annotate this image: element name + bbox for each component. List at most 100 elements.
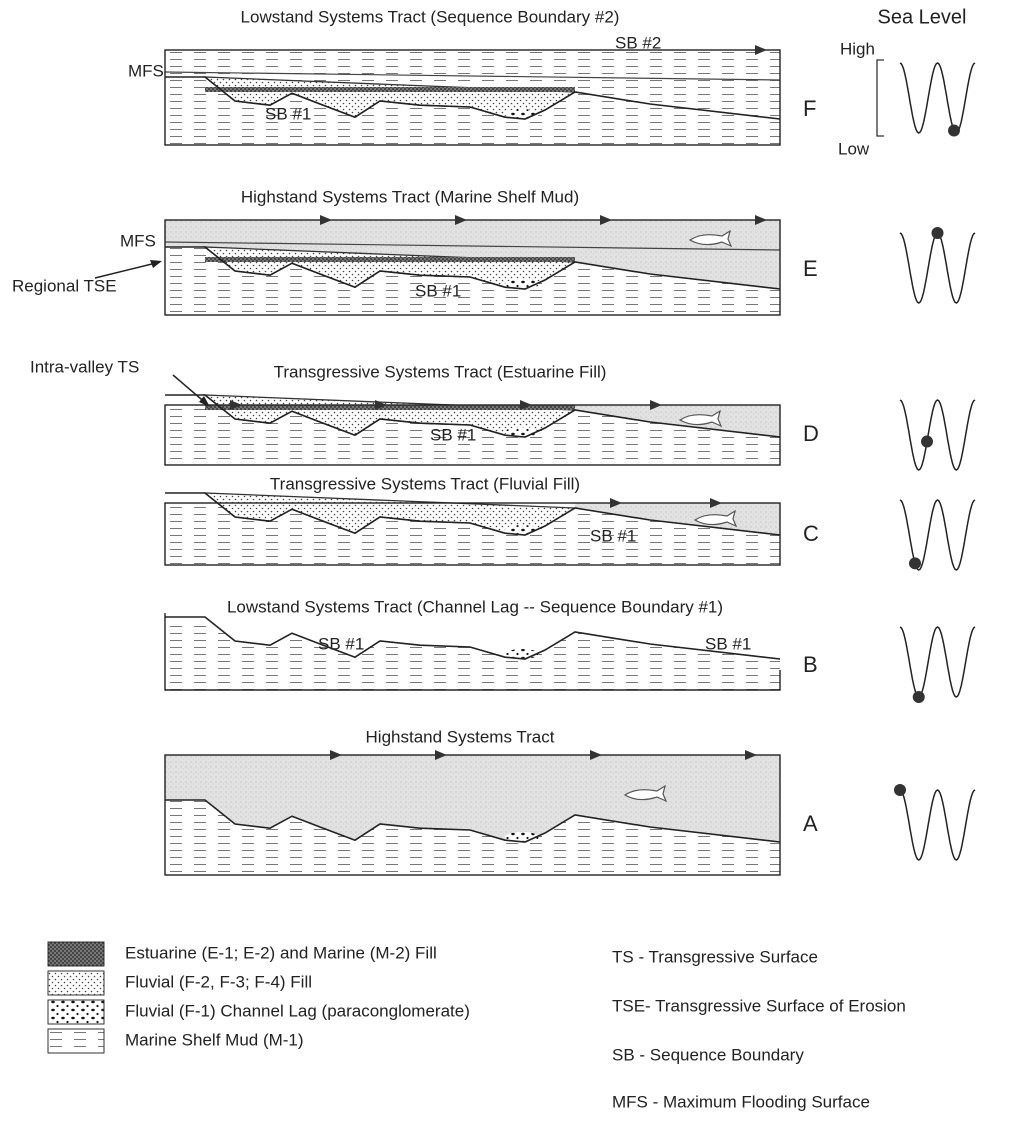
upper-fill — [165, 755, 780, 842]
sea-level-curve — [899, 232, 976, 304]
sea-level-dot — [909, 557, 921, 570]
flow-arrow — [610, 498, 622, 508]
flow-arrow — [590, 750, 602, 760]
panel-title: Transgressive Systems Tract (Fluvial Fil… — [270, 474, 580, 493]
panel-label: SB #2 — [615, 33, 661, 52]
swatch-fluvial — [47, 970, 105, 996]
panel-frame — [164, 502, 781, 566]
marine-wedge — [575, 405, 780, 437]
panel-title: Highstand Systems Tract (Marine Shelf Mu… — [241, 187, 579, 206]
sea-level-dot — [894, 784, 906, 796]
panel-label: SB #1 — [705, 634, 751, 653]
flow-arrow — [455, 215, 467, 225]
estuarine-fill — [205, 405, 575, 410]
panel-label: SB #1 — [318, 634, 364, 653]
panel-letter: F — [803, 96, 816, 121]
high-label: High — [840, 39, 875, 58]
panel-label: Regional TSE — [12, 276, 117, 295]
upper-fill — [165, 617, 780, 659]
panel-letter: C — [803, 521, 819, 546]
panel-letter: D — [803, 421, 819, 446]
panel-label: MFS — [128, 61, 164, 80]
panel-letter: A — [803, 811, 818, 836]
flow-arrow — [375, 400, 387, 410]
legend-text: Marine Shelf Mud (M-1) — [125, 1030, 304, 1049]
panel-label: SB #1 — [265, 104, 311, 123]
estuarine-fill — [205, 87, 575, 92]
abbrev-text: MFS - Maximum Flooding Surface — [612, 1092, 870, 1111]
sea-level-curve — [899, 626, 976, 698]
sea-level-dot — [921, 435, 933, 448]
flow-arrow — [520, 400, 532, 410]
panel-frame — [164, 613, 781, 691]
sequence-boundary — [165, 394, 781, 438]
ts-arrowhead — [199, 396, 210, 407]
swatch-mud — [47, 1028, 105, 1054]
panel-label: MFS — [120, 231, 156, 250]
panel-title: Highstand Systems Tract — [366, 727, 555, 746]
sea-level-dot — [948, 124, 960, 137]
panel-label: SB #1 — [590, 526, 636, 545]
sequence-boundary — [165, 799, 781, 843]
panel-letter: E — [803, 256, 818, 281]
panel-label: SB #1 — [430, 425, 476, 444]
legend-text: Estuarine (E-1; E-2) and Marine (M-2) Fi… — [125, 943, 437, 962]
fish — [623, 784, 668, 803]
legend-text: Fluvial (F-2, F-3; F-4) Fill — [125, 972, 312, 991]
panel-label: SB #1 — [415, 281, 461, 300]
panel: Highstand Systems Tract A — [164, 727, 976, 876]
flow-arrow — [650, 400, 662, 410]
flow-arrow — [435, 750, 447, 760]
panel-letter: B — [803, 652, 818, 677]
panel: Lowstand Systems Tract (Channel Lag -- S… — [164, 597, 976, 703]
panel-title: Transgressive Systems Tract (Estuarine F… — [274, 362, 607, 381]
flow-arrow — [710, 498, 722, 508]
fish — [688, 229, 733, 248]
sea-level-dot — [931, 227, 944, 239]
fish — [693, 509, 738, 528]
sequence-boundary — [165, 246, 781, 290]
tse-arrowhead — [150, 260, 162, 268]
sea-level-column: Sea Level High Low — [838, 6, 966, 158]
flow-arrow — [600, 215, 612, 225]
tse-arrow — [94, 261, 161, 279]
panel-frame — [164, 219, 781, 316]
flow-arrow — [745, 750, 757, 760]
fish — [678, 409, 723, 428]
sea-level-curve — [899, 499, 976, 571]
range-bracket — [876, 59, 884, 137]
flow-arrow — [330, 750, 342, 760]
flow-arrow — [755, 215, 767, 225]
sea-level-curve — [899, 399, 976, 471]
panel-frame — [164, 754, 781, 876]
abbrev-text: SB - Sequence Boundary — [612, 1045, 804, 1064]
marine-wedge — [575, 503, 780, 535]
panel-frame — [164, 404, 781, 466]
legend-text: Fluvial (F-1) Channel Lag (paraconglomer… — [125, 1001, 470, 1020]
flow-arrow — [755, 45, 767, 55]
mfs-line — [164, 241, 781, 251]
sea-level-dot — [912, 691, 925, 703]
swatch-estuarine — [47, 941, 105, 967]
mfs-line — [164, 71, 781, 81]
panel-title: Lowstand Systems Tract (Sequence Boundar… — [241, 7, 620, 26]
sea-level-curve — [899, 789, 976, 861]
sequence-boundary — [165, 76, 781, 120]
sea-level-curve — [899, 62, 976, 134]
legend: Estuarine (E-1; E-2) and Marine (M-2) Fi… — [47, 941, 906, 1111]
swatch-lag — [47, 999, 105, 1025]
abbrev-text: TSE- Transgressive Surface of Erosion — [612, 996, 906, 1015]
abbrev-text: TS - Transgressive Surface — [612, 947, 818, 966]
sea-level-title: Sea Level — [878, 6, 967, 28]
estuarine-fill — [205, 257, 575, 262]
flow-arrow — [230, 400, 242, 410]
sequence-boundary — [165, 492, 781, 536]
sequence-boundary — [165, 616, 781, 660]
panel-label: Intra-valley TS — [30, 357, 139, 376]
flow-arrow — [320, 215, 332, 225]
panel-title: Lowstand Systems Tract (Channel Lag -- S… — [227, 597, 723, 616]
panel-frame — [164, 49, 781, 146]
panel: Transgressive Systems Tract (Fluvial Fil… — [164, 474, 976, 571]
panel: Lowstand Systems Tract (Sequence Boundar… — [128, 7, 976, 146]
